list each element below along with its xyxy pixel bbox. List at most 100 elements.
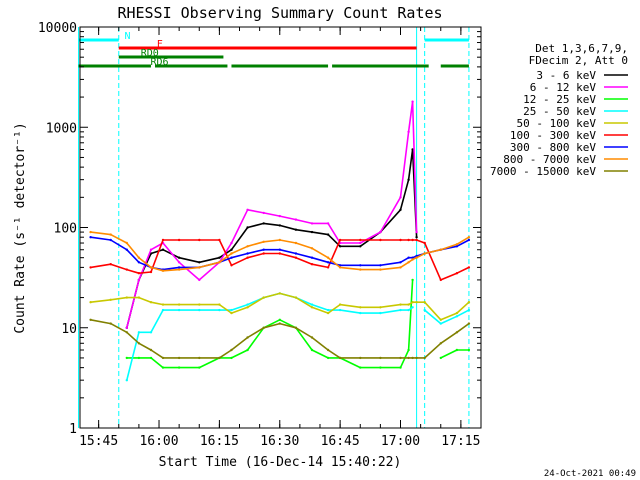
data-point <box>230 264 233 267</box>
data-point <box>423 356 426 360</box>
data-point <box>294 228 298 231</box>
data-point <box>399 303 402 306</box>
data-point <box>125 379 128 382</box>
data-point <box>89 266 92 269</box>
data-point <box>262 326 265 329</box>
data-point <box>455 315 459 318</box>
data-point <box>161 248 165 251</box>
data-point <box>262 211 265 215</box>
data-point <box>310 222 314 225</box>
data-point <box>218 303 221 306</box>
y-tick-label: 1 <box>69 422 77 437</box>
data-point <box>411 306 414 309</box>
data-point <box>411 148 414 151</box>
data-point <box>294 218 298 221</box>
data-point <box>230 311 233 315</box>
data-point <box>455 348 459 352</box>
data-point <box>177 356 181 360</box>
data-point <box>310 303 314 306</box>
data-point <box>415 356 418 360</box>
legend-entry-label: 100 - 300 keV <box>510 129 596 142</box>
data-point <box>399 261 402 264</box>
data-point <box>415 256 418 259</box>
data-point <box>278 252 281 255</box>
data-point <box>218 238 221 242</box>
data-point <box>262 222 265 225</box>
data-point <box>407 130 410 133</box>
data-point <box>399 366 402 369</box>
data-point <box>338 308 342 312</box>
data-point <box>294 326 298 329</box>
data-point <box>109 322 112 325</box>
legend-entry-label: 25 - 50 keV <box>523 105 596 118</box>
data-point <box>423 301 426 304</box>
data-point <box>161 269 165 272</box>
data-point <box>310 336 314 339</box>
flag-label-rd0: RD0 <box>141 48 159 59</box>
data-point <box>198 366 201 369</box>
data-point <box>161 356 165 360</box>
data-point <box>137 296 141 299</box>
data-point <box>415 230 418 234</box>
data-point <box>423 252 426 255</box>
data-point <box>467 238 471 242</box>
data-point <box>439 278 442 282</box>
legend-entry-label: 7000 - 15000 keV <box>490 165 596 178</box>
x-tick-label: 16:45 <box>321 434 360 449</box>
data-point <box>359 311 362 315</box>
data-point <box>125 241 128 245</box>
data-point <box>177 261 181 264</box>
data-point <box>89 301 92 304</box>
data-point <box>230 348 233 352</box>
x-tick-label: 17:00 <box>381 434 420 449</box>
data-point <box>455 243 459 246</box>
data-point <box>467 301 471 304</box>
data-point <box>137 342 141 345</box>
data-point <box>310 348 314 352</box>
data-point <box>89 230 92 234</box>
data-point <box>423 308 426 312</box>
legend-entry-label: 800 - 7000 keV <box>503 153 596 166</box>
data-point <box>137 261 141 264</box>
data-point <box>246 208 249 211</box>
data-point <box>310 247 314 250</box>
data-point <box>415 236 418 239</box>
data-point <box>415 238 418 242</box>
data-point <box>326 311 330 315</box>
data-point <box>246 306 249 309</box>
data-point <box>230 248 233 251</box>
data-point <box>338 303 342 306</box>
data-point <box>161 303 165 306</box>
legend-header: FDecim 2, Att 0 <box>529 54 628 67</box>
data-point <box>109 238 112 242</box>
data-point <box>379 268 382 271</box>
data-point <box>246 226 249 229</box>
x-tick-label: 16:15 <box>200 434 239 449</box>
data-point <box>198 266 201 269</box>
data-point <box>278 292 281 295</box>
data-point <box>338 245 342 248</box>
data-point <box>109 298 112 301</box>
data-point <box>89 236 92 239</box>
data-point <box>467 266 471 269</box>
data-point <box>278 248 281 251</box>
data-point <box>218 308 221 312</box>
data-point <box>161 366 165 369</box>
y-tick-label: 10 <box>61 322 77 337</box>
data-point <box>411 258 414 261</box>
x-tick-label: 16:00 <box>139 434 178 449</box>
y-tick-label: 100 <box>54 222 77 237</box>
data-point <box>177 308 181 312</box>
data-point <box>338 266 342 269</box>
data-point <box>137 356 141 360</box>
data-point <box>411 301 414 304</box>
flag-label-rd6: RD6 <box>151 57 169 68</box>
data-point <box>407 356 410 360</box>
data-point <box>149 301 153 304</box>
data-point <box>149 348 153 352</box>
data-point <box>109 263 112 266</box>
data-point <box>407 261 410 264</box>
data-point <box>137 272 141 275</box>
data-point <box>359 356 362 360</box>
